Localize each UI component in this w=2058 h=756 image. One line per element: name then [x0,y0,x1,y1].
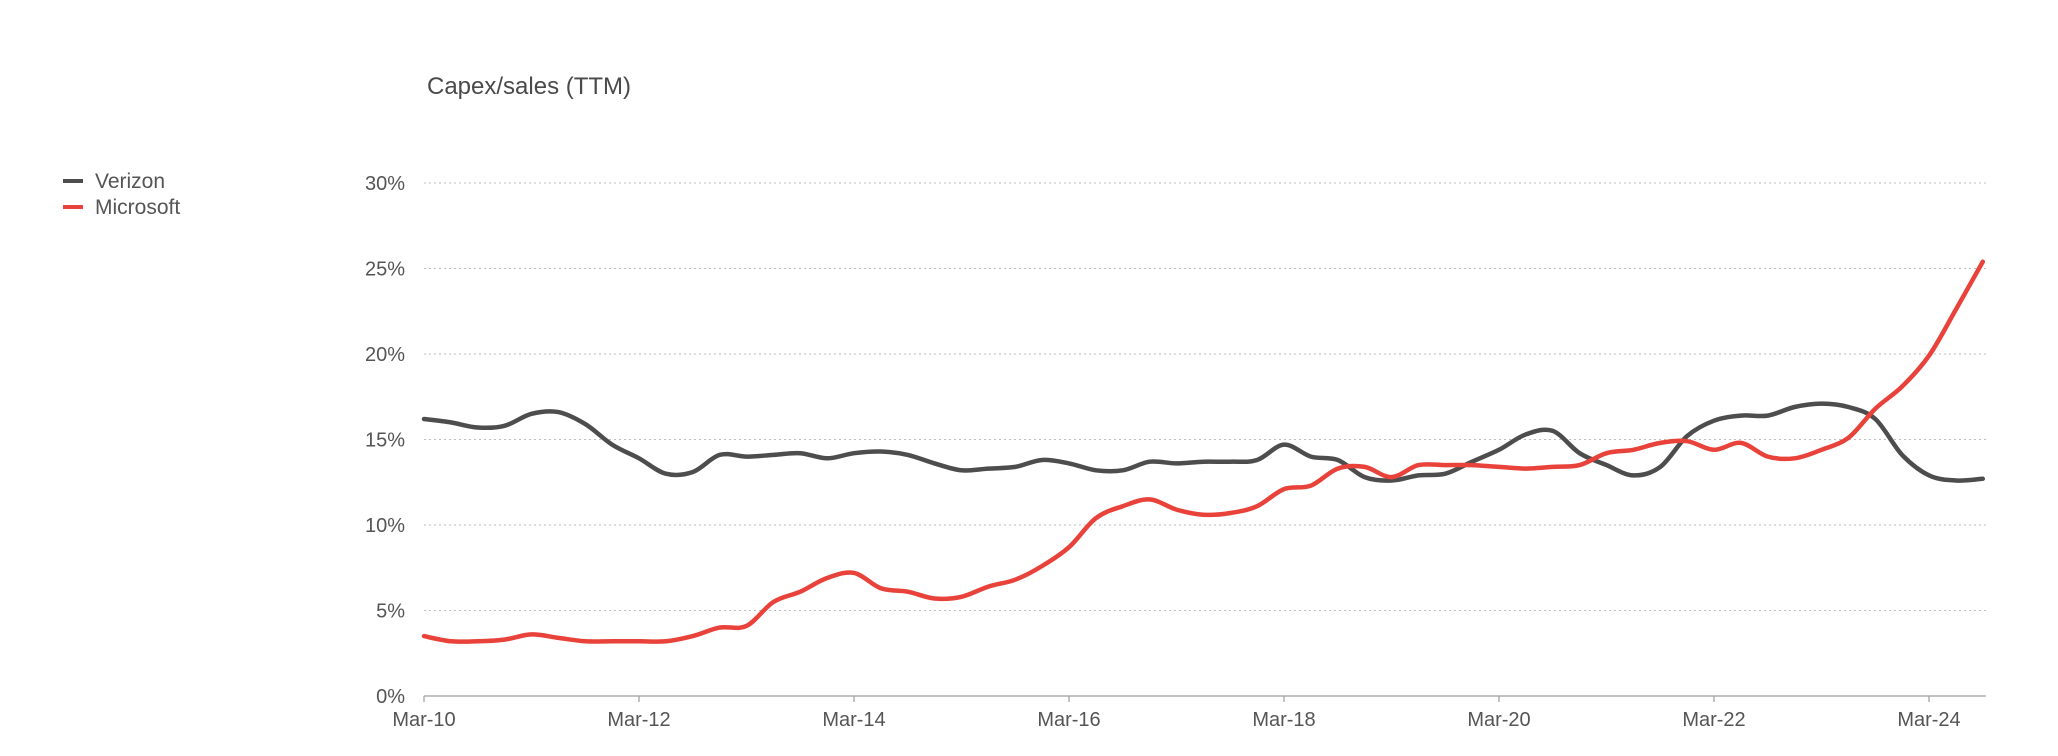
y-tick-label: 25% [365,259,405,281]
legend-label-verizon: Verizon [95,170,165,193]
gridlines [424,182,1986,611]
series-line-verizon [421,401,1986,483]
y-tick-label: 15% [365,430,405,452]
y-tick-label: 30% [365,173,405,195]
x-tick-label: Mar-10 [392,709,455,731]
y-tick-label: 10% [365,515,405,537]
x-axis-ticks: Mar-10 Mar-12 Mar-14 Mar-16 Mar-18 Mar-20 Mar-… [392,696,1961,731]
x-tick-label: Mar-22 [1682,709,1745,731]
y-tick-label: 20% [365,344,405,366]
y-tick-label: 0% [376,686,405,708]
series-lines [421,259,1986,644]
chart-title: Capex/sales (TTM) [427,73,631,100]
x-tick-label: Mar-18 [1252,709,1315,731]
x-tick-label: Mar-24 [1897,709,1960,731]
y-tick-label: 5% [376,601,405,623]
x-tick-label: Mar-20 [1467,709,1530,731]
legend: Verizon Microsoft [63,170,180,219]
x-tick-label: Mar-16 [1037,709,1100,731]
x-tick-label: Mar-12 [607,709,670,731]
series-line-microsoft [421,259,1986,644]
x-tick-label: Mar-14 [822,709,885,731]
y-axis-ticks: 0% 5% 10% 15% 20% 25% 30% [365,173,405,708]
legend-label-microsoft: Microsoft [95,196,180,219]
